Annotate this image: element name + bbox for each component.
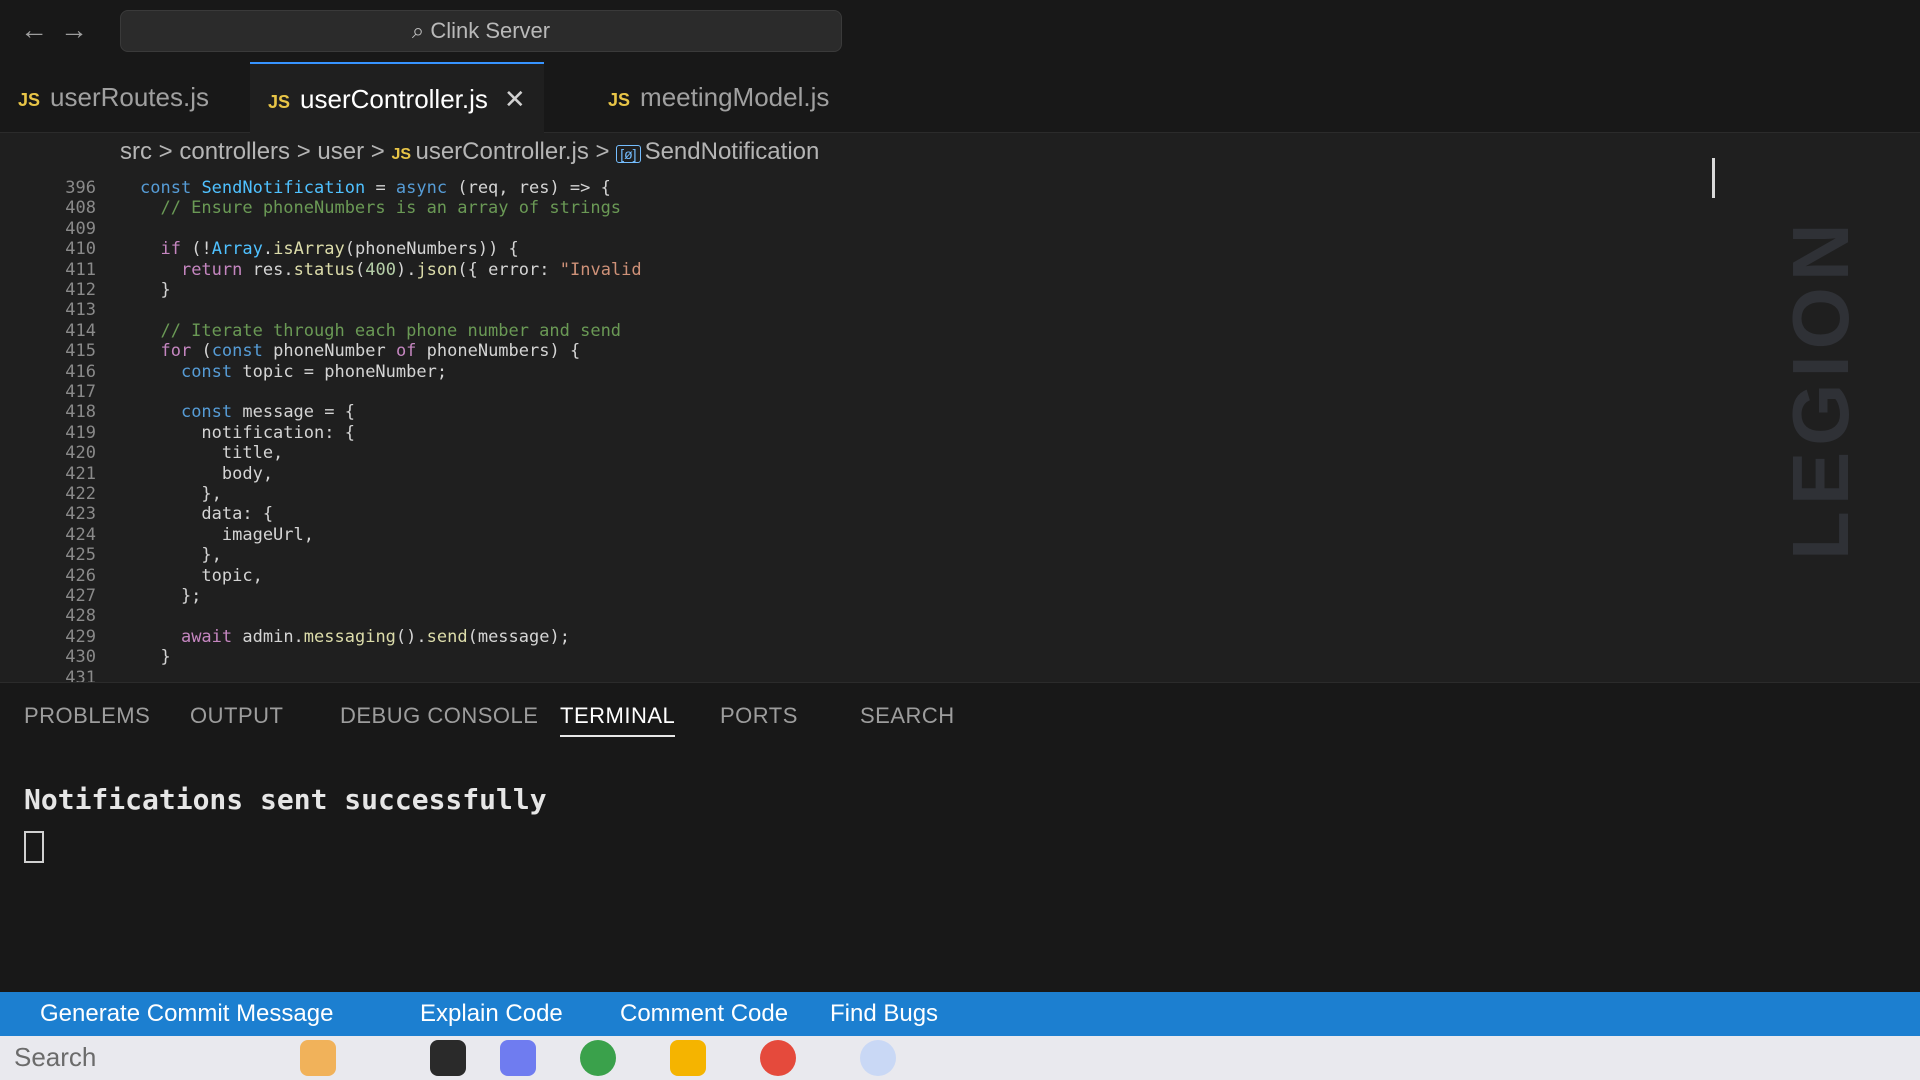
line-number: 408 [65,198,96,219]
code-line[interactable]: imageUrl, [140,524,314,545]
tab-search[interactable]: SEARCH [860,703,955,728]
status-bar: Generate Commit Message Explain Code Com… [0,992,1920,1036]
chrome-canary-icon[interactable] [580,1040,616,1076]
editor-tabs: JS userRoutes.js JS userController.js ✕ JS m… [0,62,1920,134]
line-number: 412 [65,280,96,300]
comment-code-button[interactable]: Comment Code [620,1000,789,1027]
code-line[interactable]: // Ensure phoneNumbers is an array of st… [140,198,622,219]
line-number: 417 [65,382,96,402]
chrome-icon[interactable] [760,1040,796,1076]
code-line[interactable]: const message = { [180,402,355,423]
code-line[interactable]: body, [140,463,274,484]
command-center-search[interactable]: ⌕ Clink Server [120,10,842,52]
text-cursor-icon [1712,158,1727,198]
line-number: 424 [65,524,96,545]
line-number: 429 [65,626,96,647]
line-number: 422 [65,484,96,504]
search-icon: ⌕ [411,18,431,43]
bottom-panel: PROBLEMS OUTPUT DEBUG CONSOLE TERMINAL P… [0,682,1920,993]
title-bar: ← → ⌕ Clink Server [0,0,1920,63]
code-line[interactable]: title, [140,443,284,464]
terminal-output: Notifications sent successfully [24,783,547,816]
line-number: 409 [65,218,96,239]
line-number: 423 [65,504,96,525]
line-number: 427 [65,586,96,606]
line-number: 425 [65,545,96,566]
line-number: 410 [65,239,96,260]
code-line[interactable]: for (const phoneNumber of phoneNumbers) … [160,341,581,362]
code-line[interactable]: }; [140,586,202,606]
line-number: 415 [65,341,96,362]
tab-label: userRoutes.js [50,82,209,112]
command-center-label: Clink Server [430,18,551,43]
line-number: 416 [65,361,96,382]
file-explorer-icon[interactable] [670,1040,706,1076]
line-number: 396 [65,178,96,198]
code-line[interactable]: }, [140,545,222,566]
js-file-icon: JS [268,92,291,112]
code-line[interactable]: notification: { [140,422,355,443]
task-view-icon[interactable] [430,1040,466,1076]
chat-icon[interactable] [500,1040,536,1076]
find-bugs-button[interactable]: Find Bugs [830,1000,939,1027]
explain-code-button[interactable]: Explain Code [420,1000,563,1027]
breadcrumb-path[interactable]: src > controllers > user > [120,138,392,165]
code-line[interactable]: return res.status(400).json({ error: "In… [180,259,642,280]
code-line[interactable]: } [140,647,171,668]
close-icon[interactable]: ✕ [503,84,526,114]
line-number: 414 [65,320,96,341]
line-number: 421 [65,463,96,484]
code-line[interactable]: if (!Array.isArray(phoneNumbers)) { [160,239,519,260]
js-file-icon: JS [391,146,416,163]
back-arrow-icon[interactable]: ← [20,14,48,45]
tab-ports[interactable]: PORTS [720,703,798,728]
js-file-icon: JS [18,90,41,110]
tab-userroutes[interactable]: JS userRoutes.js [0,62,227,132]
terminal-cursor [24,831,44,863]
breadcrumb-symbol[interactable]: SendNotification [644,138,820,165]
code-line[interactable]: // Iterate through each phone number and… [140,320,622,341]
line-number: 418 [65,402,96,423]
forward-arrow-icon[interactable]: → [60,14,88,45]
tab-label: meetingModel.js [640,82,830,112]
tab-problems[interactable]: PROBLEMS [24,703,151,728]
code-line[interactable]: } [140,280,171,300]
vscode-icon[interactable] [860,1040,896,1076]
line-number: 419 [65,422,96,443]
tab-meetingmodel[interactable]: JS meetingModel.js [590,62,847,132]
line-number: 430 [65,647,96,668]
brand-logo: LEGION [1776,217,1865,560]
code-line[interactable]: topic, [140,565,263,586]
widgets-icon[interactable] [300,1040,336,1076]
symbol-icon: [ø] [616,145,641,163]
code-editor[interactable]: 396 408 409 410 411 412 413 414 415 416 417 418 419 4… [0,172,1920,688]
code-line[interactable]: const topic = phoneNumber; [180,361,448,382]
breadcrumb-file[interactable]: userController.js [415,138,589,165]
js-file-icon: JS [608,90,631,110]
tab-label: userController.js [300,84,488,114]
line-number: 420 [65,443,96,464]
breadcrumb: src > controllers > user > JS userContro… [120,138,820,165]
line-number: 428 [65,606,96,627]
taskbar-search[interactable]: Search [14,1042,97,1072]
line-number: 426 [65,565,96,586]
line-number-gutter: 396 408 409 410 411 412 413 414 415 416 417 418 419 4… [0,172,110,688]
tab-usercontroller[interactable]: JS userController.js ✕ [250,62,544,134]
line-number: 413 [65,300,96,321]
tab-output[interactable]: OUTPUT [190,703,284,728]
code-line[interactable]: const SendNotification = async (req, res… [140,178,611,198]
taskbar: Search [0,1036,1920,1080]
tab-terminal[interactable]: TERMINAL [560,703,676,737]
code-line[interactable]: data: { [140,504,274,525]
tab-debug-console[interactable]: DEBUG CONSOLE [340,703,539,728]
line-number: 411 [65,259,96,280]
generate-commit-message-button[interactable]: Generate Commit Message [40,1000,334,1027]
code-line[interactable]: await admin.messaging().send(message); [180,626,570,647]
code-line[interactable]: }, [140,484,222,504]
